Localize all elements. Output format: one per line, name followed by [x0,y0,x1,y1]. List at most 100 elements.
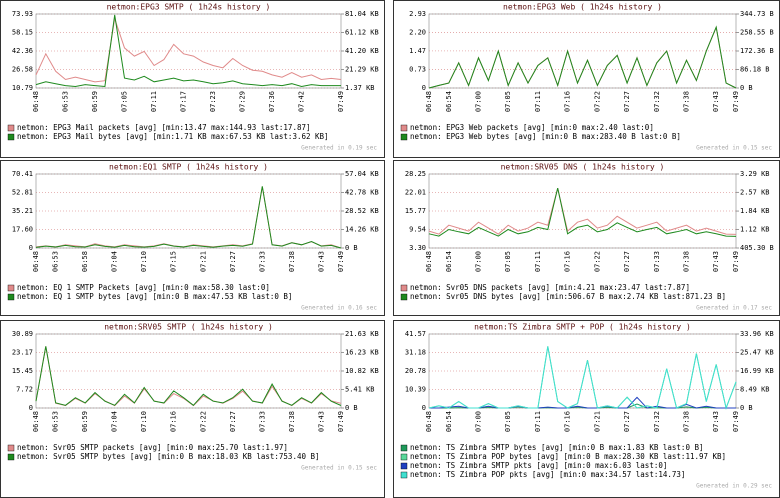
y-tick-label: 23.17 [12,348,33,356]
legend-swatch [7,293,15,301]
x-tick-label: 07:29 [239,91,247,112]
y-tick-label: 9.54 [409,225,426,233]
footer: Generated in 0.16 sec [301,305,377,312]
series-line [428,188,737,235]
x-tick-label: 07:04 [111,251,119,272]
legend-swatch [400,293,408,301]
x-tick-label: 06:53 [52,411,60,432]
legend-entry: netmon: TS Zimbra POP bytes [avg] [min:0… [410,452,726,461]
y-tick-label: 35.21 [12,207,33,215]
y2-tick-label: 1.84 KB [740,207,770,215]
panel [393,160,780,316]
x-tick-label: 07:49 [337,251,345,272]
series-line [428,25,737,89]
panel [0,320,385,498]
y-tick-label: 52.81 [12,188,33,196]
legend-entry: netmon: Svr05 DNS packets [avg] [min:4.2… [410,283,690,292]
legend-entry: netmon: Svr05 SMTP bytes [avg] [min:0 B … [17,452,320,461]
chart-title: netmon:EPG3 Web ( 1h24s history ) [503,3,662,12]
x-tick-label: 07:04 [111,411,119,432]
chart-title: netmon:EQ1 SMTP ( 1h24s history ) [109,163,268,172]
y2-tick-label: 41.20 KB [345,47,379,55]
legend-swatch [400,444,408,452]
legend-entry: netmon: Svr05 SMTP packets [avg] [min:0 … [17,443,288,452]
series-line [35,186,342,249]
y-tick-label: 0 [29,404,33,412]
x-tick-label: 07:16 [564,91,572,112]
x-tick-label: 07:49 [337,91,345,112]
x-tick-label: 06:48 [425,251,433,272]
legend-entry: netmon: TS Zimbra SMTP bytes [avg] [min:… [410,443,704,452]
plot-frame [35,13,342,89]
y2-tick-label: 25.47 KB [740,349,774,357]
chart-title: netmon:SRV05 SMTP ( 1h24s history ) [104,323,273,332]
y2-tick-label: 0 B [740,84,753,92]
y2-tick-label: 344.73 B [740,10,774,18]
y-tick-label: 15.77 [405,207,426,215]
x-tick-label: 07:49 [732,251,740,272]
x-tick-label: 07:16 [564,251,572,272]
y-tick-label: 0 [422,404,426,412]
x-tick-label: 07:10 [140,411,148,432]
x-tick-label: 07:11 [534,251,542,272]
y2-tick-label: 21.63 KB [345,330,379,338]
x-tick-label: 06:58 [81,251,89,272]
x-tick-label: 07:16 [564,411,572,432]
x-tick-label: 07:43 [712,411,720,432]
y-tick-label: 10.79 [12,84,33,92]
legend-swatch [400,462,408,470]
x-tick-label: 06:54 [445,91,453,112]
y2-tick-label: 8.49 KB [740,386,770,394]
y-tick-label: 41.57 [405,330,426,338]
x-tick-label: 07:21 [199,251,207,272]
y2-tick-label: 10.82 KB [345,367,379,375]
x-tick-label: 07:17 [180,91,188,112]
y-tick-label: 31.18 [405,348,426,356]
x-tick-label: 07:00 [475,251,483,272]
x-tick-label: 07:27 [623,251,631,272]
series-line [428,187,737,237]
x-tick-label: 07:33 [258,411,266,432]
x-tick-label: 07:11 [150,91,158,112]
x-tick-label: 07:22 [593,251,601,272]
x-tick-label: 06:59 [91,91,99,112]
panel [393,320,780,498]
panel [0,160,385,316]
x-tick-label: 06:53 [52,251,60,272]
x-tick-label: 07:27 [229,411,237,432]
y2-tick-label: 172.36 B [740,47,774,55]
legend-entry: netmon: EQ 1 SMTP bytes [avg] [min:0 B m… [17,292,292,301]
legend-entry: netmon: EPG3 Mail packets [avg] [min:13.… [17,123,311,132]
footer: Generated in 0.19 sec [301,145,377,152]
x-tick-label: 06:48 [32,411,40,432]
x-tick-label: 07:27 [623,91,631,112]
footer: Generated in 0.17 sec [696,305,772,312]
y-tick-label: 2.93 [409,10,426,18]
panel [393,0,780,158]
y2-tick-label: 57.04 KB [345,170,379,178]
x-tick-label: 06:48 [425,91,433,112]
plot-frame [35,333,342,409]
footer: Generated in 0.29 sec [696,483,772,490]
x-tick-label: 07:11 [534,411,542,432]
x-tick-label: 07:38 [288,251,296,272]
y-tick-label: 0 [29,244,33,252]
x-tick-label: 07:05 [504,91,512,112]
x-tick-label: 07:43 [317,251,325,272]
x-tick-label: 07:43 [317,411,325,432]
y2-tick-label: 0 B [740,404,753,412]
y2-tick-label: 81.04 KB [345,10,379,18]
footer: Generated in 0.15 sec [301,465,377,472]
legend-swatch [7,453,15,461]
series-line [35,14,341,88]
y2-tick-label: 33.96 KB [740,330,774,338]
x-tick-label: 07:49 [337,411,345,432]
x-tick-label: 07:05 [121,91,129,112]
legend-swatch [7,133,15,141]
y2-tick-label: 16.99 KB [740,367,774,375]
y-tick-label: 30.89 [12,330,33,338]
chart-title: netmon:TS Zimbra SMTP + POP ( 1h24s hist… [474,323,691,332]
x-tick-label: 06:54 [445,251,453,272]
x-tick-label: 07:16 [170,411,178,432]
x-tick-label: 06:53 [62,91,70,112]
